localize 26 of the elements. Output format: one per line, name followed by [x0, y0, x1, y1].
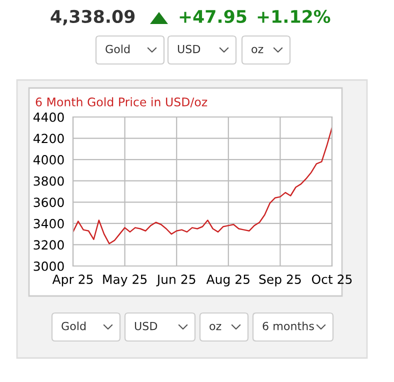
text: oz	[210, 324, 222, 330]
text: USD	[134, 322, 158, 330]
x-tick-label: Apr 25	[52, 274, 93, 286]
text: 6 months	[262, 322, 314, 330]
y-tick-label: 3200	[34, 240, 64, 250]
x-tick-label: Jun 25	[156, 274, 196, 286]
x-tick-label: Oct 25	[312, 274, 352, 284]
chart-title: 6 Month Gold Price in USD/oz	[36, 97, 208, 108]
text: +47.95	[180, 10, 246, 24]
x-tick-label: May 25	[103, 274, 147, 286]
y-tick-label: 3800	[34, 176, 64, 186]
y-tick-label: 4200	[33, 134, 64, 144]
text: Gold	[106, 44, 130, 54]
y-tick-label: 3000	[34, 261, 64, 271]
y-tick-label: 4000	[33, 155, 64, 164]
line-series	[73, 127, 332, 244]
y-tick-label: 3600	[34, 198, 64, 208]
x-tick-label: Aug 25	[206, 274, 250, 286]
text: oz	[252, 46, 264, 54]
y-tick-label: 4400	[33, 112, 64, 122]
y-tick-label: 3400	[34, 218, 64, 228]
text: 4,338.09	[50, 10, 135, 26]
text: USD	[178, 44, 200, 54]
x-tick-label: Sep 25	[259, 274, 301, 286]
text: +1.12%	[258, 10, 330, 24]
text: Gold	[62, 322, 86, 330]
